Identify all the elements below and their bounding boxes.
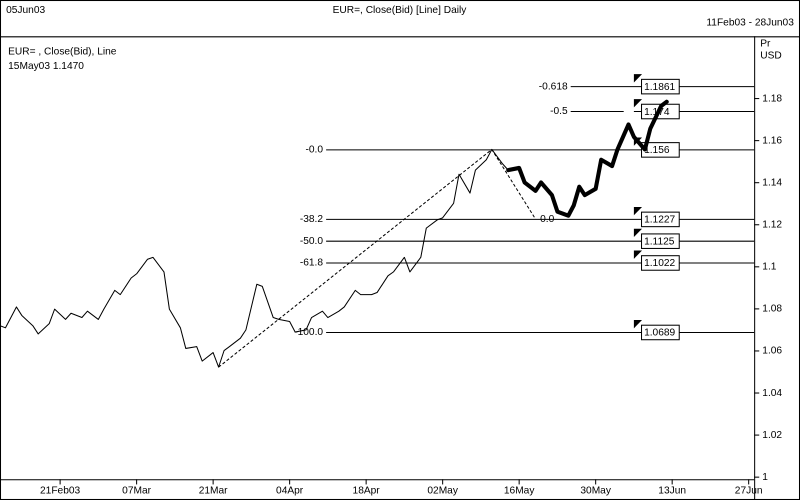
y-tick-label: 1.04 xyxy=(762,388,782,399)
legend-line: EUR= , Close(Bid), Line xyxy=(8,47,117,58)
fib-value-box xyxy=(641,142,680,158)
x-tick-label: 16May xyxy=(504,485,535,496)
x-tick-label: 04Apr xyxy=(276,485,304,496)
fib-marker xyxy=(633,320,643,329)
y-tick-label: 1.18 xyxy=(762,93,782,104)
y-tick-label: 1.08 xyxy=(762,304,782,315)
y-tick-label: 1.16 xyxy=(762,135,782,146)
fib-marker xyxy=(633,250,643,259)
y-tick-label: 1.1 xyxy=(762,261,776,272)
fib-value-box xyxy=(641,211,680,228)
x-tick-label: 13Jun xyxy=(658,485,686,496)
x-tick-label: 27Jun xyxy=(735,485,763,496)
price-line xyxy=(0,148,509,368)
fib-level-label: -0.618 xyxy=(539,81,568,92)
legend-line: 15May03 1.1470 xyxy=(8,61,84,72)
fib-value-box xyxy=(641,324,680,341)
price-line xyxy=(506,99,669,218)
fib-value-label: 1.1022 xyxy=(644,258,675,269)
fib-value-label: 1.0689 xyxy=(644,328,675,339)
fib-value-label: 1.1125 xyxy=(644,236,675,247)
fib-level-label: -50.0 xyxy=(300,236,323,247)
fib-level-label: -38.2 xyxy=(300,214,323,225)
fib-level-label: -0.5 xyxy=(550,106,568,117)
fib-marker xyxy=(633,99,643,108)
fib-value-label: 1.1227 xyxy=(644,215,675,226)
fib-value-label: 1.156 xyxy=(644,145,670,156)
header-left: 05Jun03 xyxy=(6,5,45,16)
y-axis-label: Pr xyxy=(760,38,771,49)
y-tick-label: 1.14 xyxy=(762,177,782,188)
x-tick-label: 02May xyxy=(427,485,458,496)
fib-value-box xyxy=(641,255,680,271)
fib-level-label: -100.0 xyxy=(294,327,323,338)
fib-marker xyxy=(633,228,643,238)
fib-value-label: 1.1861 xyxy=(644,82,675,93)
fib-low-label: 0.0 xyxy=(540,214,554,225)
fib-value-box xyxy=(641,78,680,95)
y-tick-label: 1.12 xyxy=(762,219,782,230)
y-tick-label: 1.02 xyxy=(762,430,782,441)
y-tick-label: 1.06 xyxy=(762,346,782,357)
x-tick-label: 21Mar xyxy=(199,485,228,496)
chart-title: EUR=, Close(Bid) [Line] Daily xyxy=(333,5,468,16)
y-axis-label: USD xyxy=(760,51,781,62)
x-tick-label: 30May xyxy=(580,485,611,496)
fib-level-label: -61.8 xyxy=(300,258,323,269)
fib-marker xyxy=(633,206,643,216)
x-tick-label: 18Apr xyxy=(353,485,381,496)
fib-level-label: -0.0 xyxy=(306,145,324,156)
x-tick-label: 21Feb03 xyxy=(40,485,80,496)
fib-value-box xyxy=(641,233,680,249)
x-tick-label: 07Mar xyxy=(122,485,151,496)
header-right: 11Feb03 - 28Jun03 xyxy=(706,17,794,28)
y-tick-label: 1 xyxy=(762,472,768,483)
